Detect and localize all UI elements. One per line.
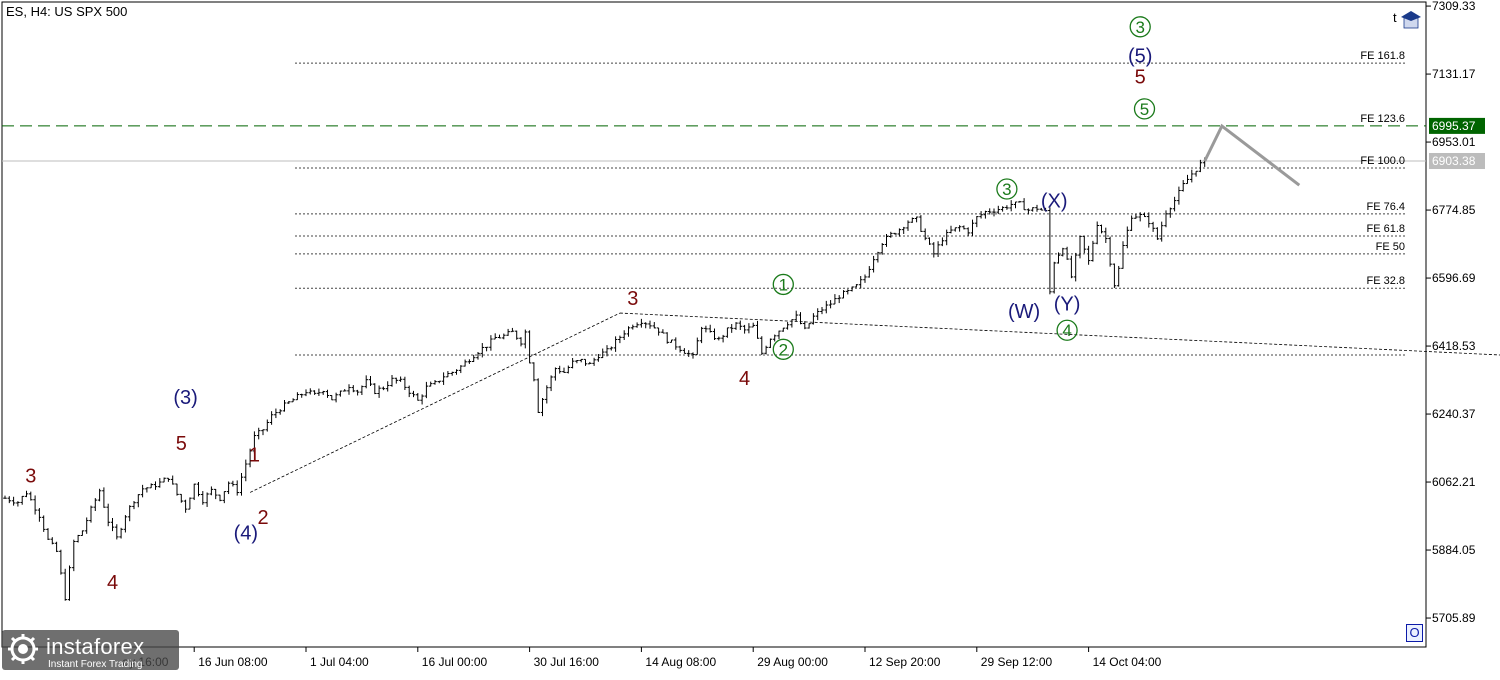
plot-area [1, 1, 1427, 648]
wave-label: 5 [176, 433, 187, 455]
y-tick-label: 6418.53 [1432, 339, 1476, 353]
wave-label: 4 [1062, 321, 1071, 340]
fib-level-label: FE 32.8 [1366, 275, 1405, 287]
y-tick-label: 5705.89 [1432, 611, 1476, 625]
wave-label-circle [1133, 98, 1156, 120]
wave-label-circle [772, 338, 794, 360]
x-tick-label: 30 Jul 16:00 [534, 655, 600, 669]
wave-label: (5) [1128, 45, 1152, 67]
x-tick-label: 16 Jul 00:00 [422, 655, 488, 669]
fib-level-label: FE 100.0 [1360, 155, 1405, 167]
wave-label: 5 [1140, 100, 1149, 119]
y-tick-label: 6240.37 [1432, 407, 1476, 421]
wave-label: 3 [25, 465, 36, 487]
wave-label: (4) [234, 523, 258, 545]
wave-label: 5 [1135, 66, 1146, 88]
trend-line [619, 312, 1500, 356]
x-tick-label: 12 Sep 20:00 [869, 655, 941, 669]
wave-label: 3 [1002, 180, 1011, 199]
logo-name: instaforex [46, 634, 145, 659]
wave-label: (3) [173, 387, 197, 409]
wave-label: 1 [249, 444, 260, 466]
chart-mode-button[interactable]: O [1406, 624, 1423, 642]
price-tag [1429, 117, 1485, 134]
academy-icon [1401, 11, 1421, 29]
academy-icon-cap [1401, 11, 1421, 21]
fib-level-label: FE 76.4 [1366, 201, 1405, 213]
wave-label: 2 [779, 340, 788, 359]
x-tick-label: 29 Sep 12:00 [981, 655, 1053, 669]
logo-tagline: Instant Forex Trading [48, 659, 143, 670]
x-tick-label: 1 Jul 04:00 [310, 655, 369, 669]
x-tick-label: 14 Oct 04:00 [1093, 655, 1162, 669]
wave-label: 3 [1135, 18, 1144, 37]
y-tick-label: 6596.69 [1432, 271, 1476, 285]
price-tag-label: 6995.37 [1432, 119, 1476, 133]
wave-label: (W) [1008, 301, 1040, 323]
symbol-title: ES, H4: US SPX 500 [6, 4, 128, 19]
wave-label: (Y) [1054, 294, 1081, 316]
chart-options-button[interactable]: t [1393, 10, 1397, 25]
wave-label: 1 [779, 275, 788, 294]
x-tick-label: 14 Aug 08:00 [645, 655, 716, 669]
wave-label-circle [1056, 319, 1078, 341]
wave-label-circle [996, 178, 1018, 200]
wave-label: 4 [739, 368, 750, 390]
trend-line [249, 312, 621, 493]
y-tick-label: 6062.21 [1432, 475, 1476, 489]
y-tick-label: 6774.85 [1432, 203, 1476, 217]
wave-label: (X) [1041, 190, 1068, 212]
wave-label-circle [1129, 16, 1151, 38]
y-tick-label: 5884.05 [1432, 543, 1476, 557]
wave-label: 3 [627, 288, 638, 310]
y-tick-label: 6953.01 [1432, 135, 1476, 149]
forecast-path [1203, 123, 1301, 187]
fib-level-label: FE 123.6 [1360, 113, 1405, 125]
price-tag [1429, 153, 1485, 170]
y-tick-label: 7309.33 [1432, 0, 1476, 13]
fib-level-label: FE 161.8 [1360, 50, 1405, 62]
logo-badge [2, 630, 179, 670]
instaforex-logo-icon [8, 634, 38, 664]
wave-label: 2 [257, 507, 268, 529]
fib-level-label: FE 61.8 [1366, 223, 1405, 235]
x-tick-label: 16 Jun 08:00 [198, 655, 268, 669]
y-tick-label: 7131.17 [1432, 67, 1476, 81]
wave-label-circle [772, 273, 794, 296]
wave-label: 4 [107, 572, 118, 594]
x-tick-label: 29 Aug 00:00 [757, 655, 828, 669]
price-tag-label: 6903.38 [1432, 154, 1476, 168]
fib-level-label: FE 50 [1376, 241, 1405, 253]
